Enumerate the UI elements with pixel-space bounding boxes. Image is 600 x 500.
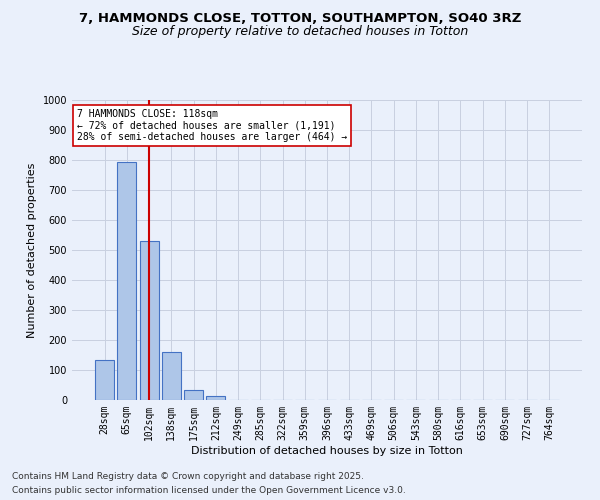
Bar [140, 241, 158, 400]
Bar [95, 360, 114, 400]
X-axis label: Distribution of detached houses by size in Totton: Distribution of detached houses by size … [191, 446, 463, 456]
Bar [184, 390, 203, 400]
Bar [206, 396, 225, 400]
Bar [118, 162, 136, 400]
Text: 7, HAMMONDS CLOSE, TOTTON, SOUTHAMPTON, SO40 3RZ: 7, HAMMONDS CLOSE, TOTTON, SOUTHAMPTON, … [79, 12, 521, 26]
Text: 7 HAMMONDS CLOSE: 118sqm
← 72% of detached houses are smaller (1,191)
28% of sem: 7 HAMMONDS CLOSE: 118sqm ← 72% of detach… [77, 109, 347, 142]
Y-axis label: Number of detached properties: Number of detached properties [27, 162, 37, 338]
Text: Size of property relative to detached houses in Totton: Size of property relative to detached ho… [132, 25, 468, 38]
Bar [162, 352, 181, 400]
Text: Contains HM Land Registry data © Crown copyright and database right 2025.: Contains HM Land Registry data © Crown c… [12, 472, 364, 481]
Text: Contains public sector information licensed under the Open Government Licence v3: Contains public sector information licen… [12, 486, 406, 495]
